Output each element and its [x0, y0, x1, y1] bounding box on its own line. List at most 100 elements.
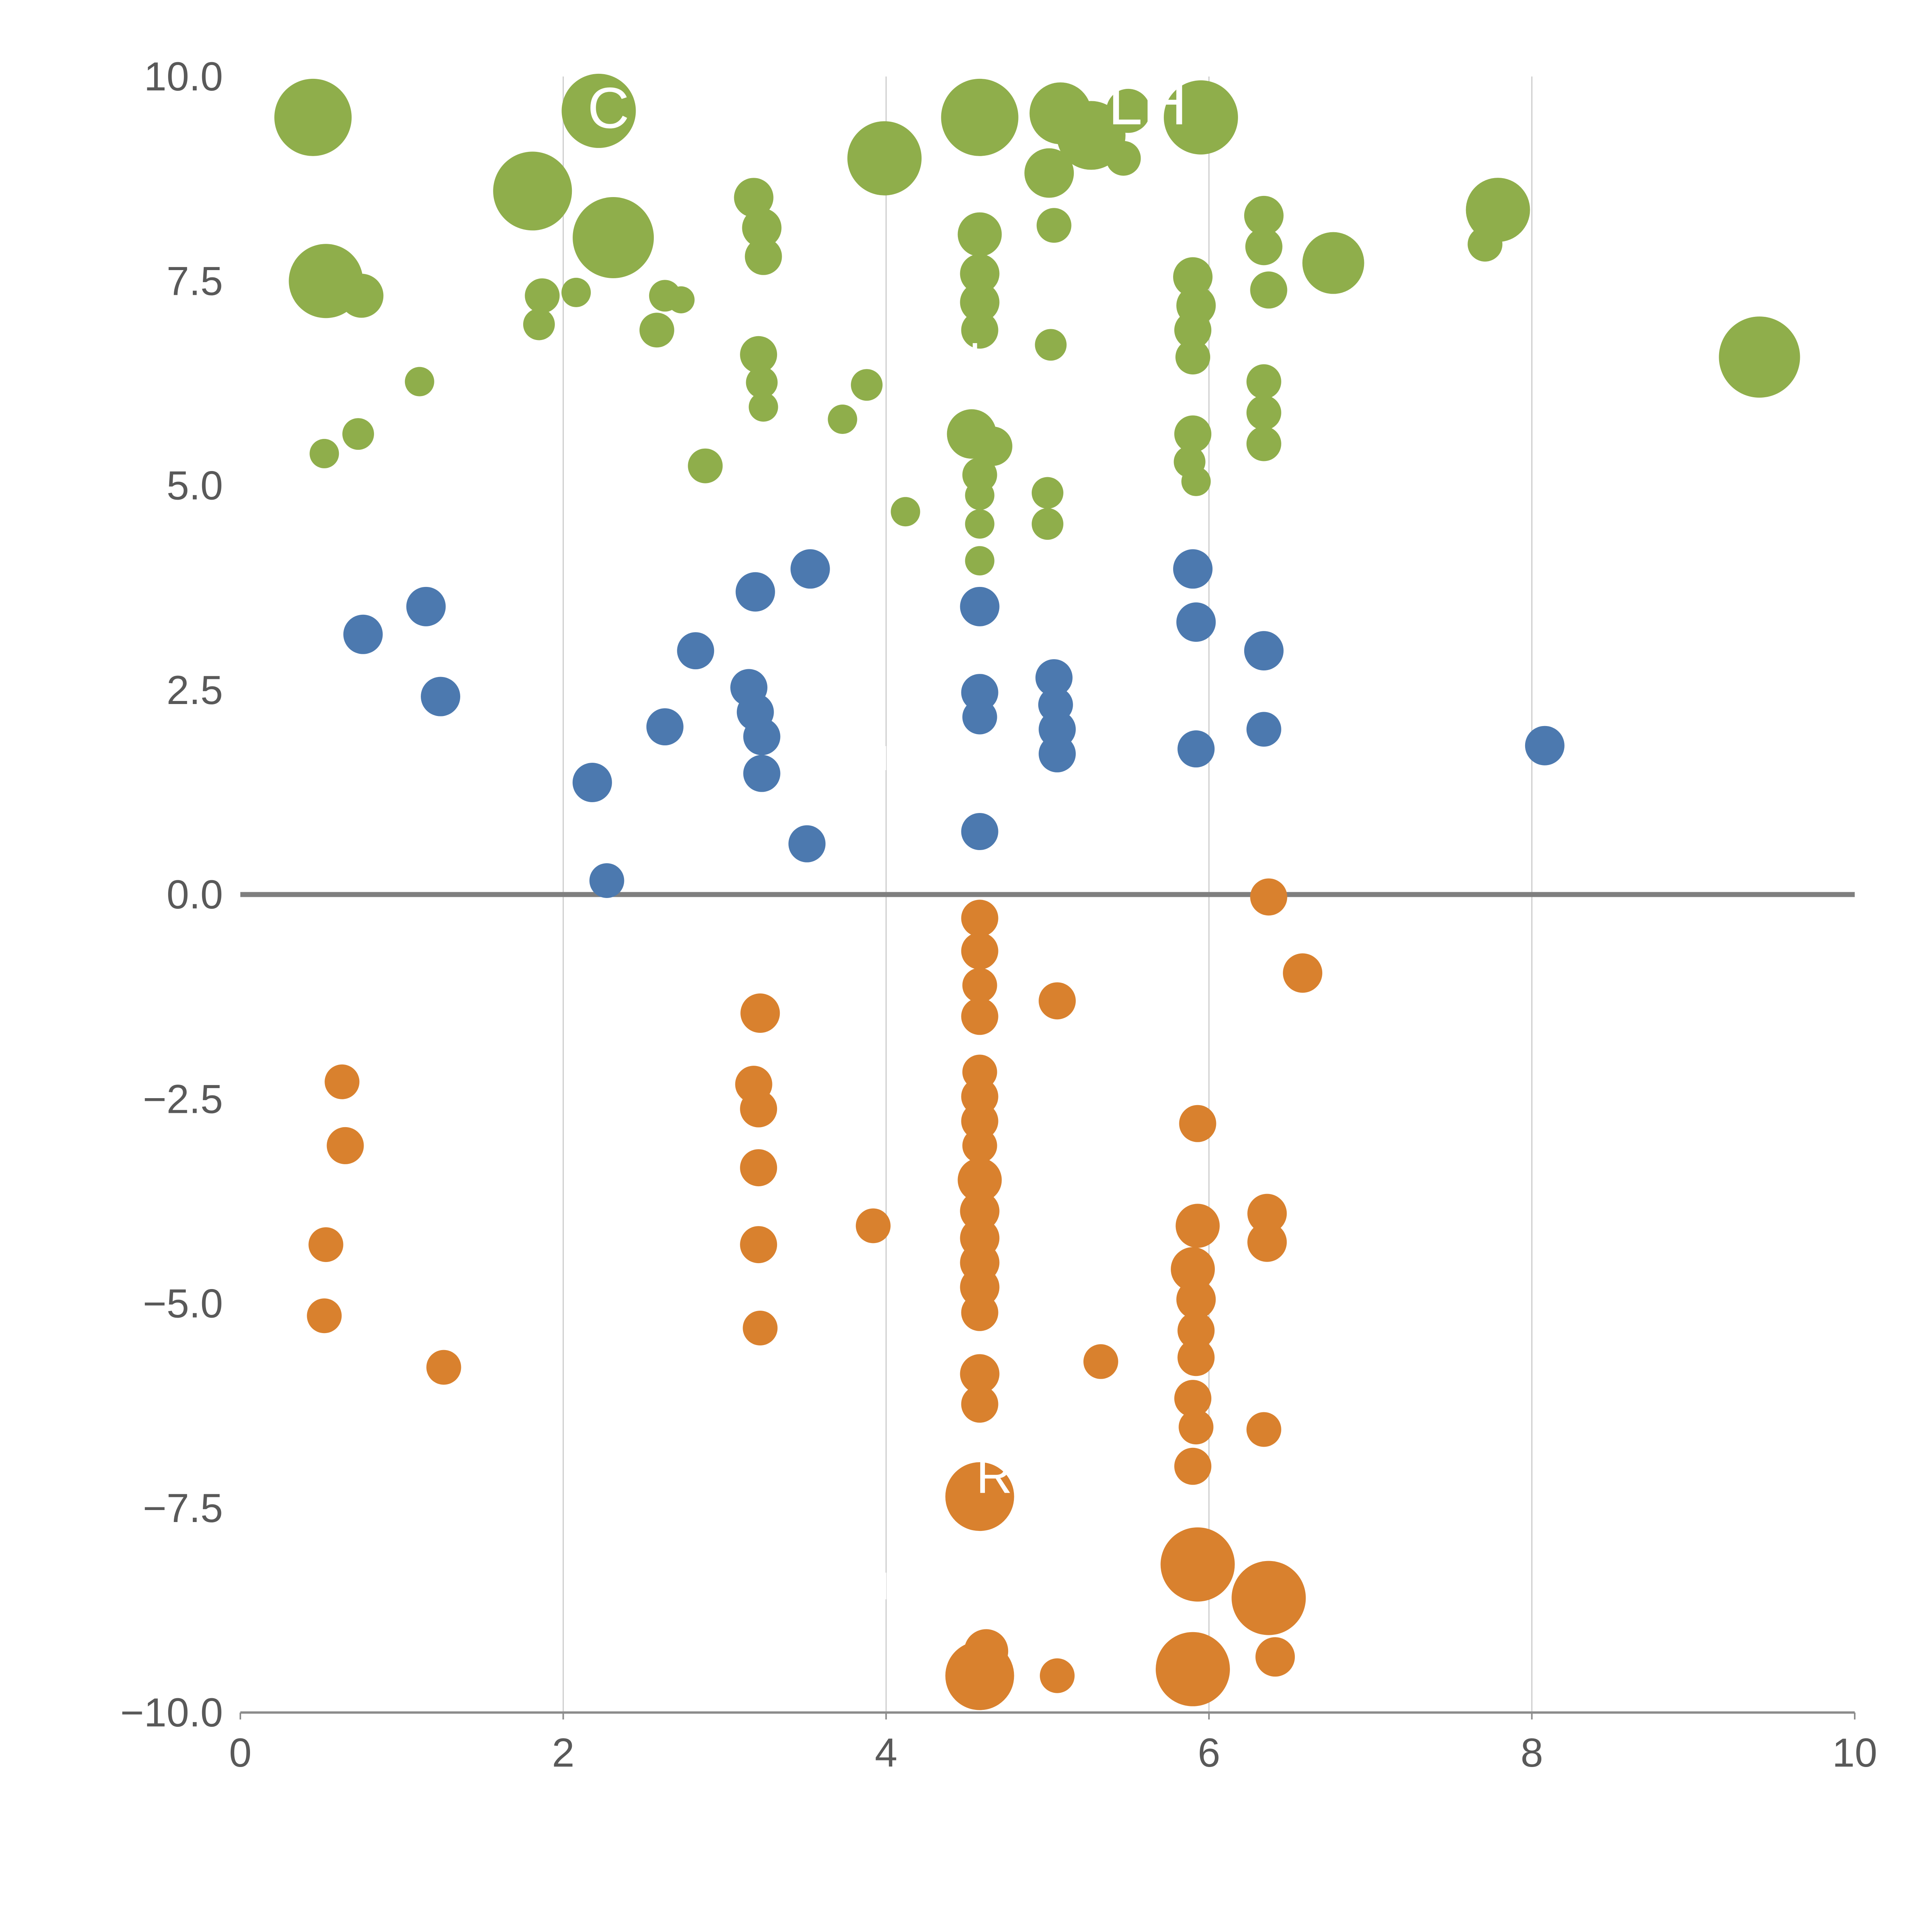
data-point-blue [961, 674, 998, 711]
data-point-green [1173, 257, 1213, 297]
y-tick-label: −10.0 [120, 1690, 223, 1735]
data-point-orange [426, 1350, 461, 1385]
y-tick-label: 5.0 [167, 463, 223, 509]
data-point-orange [945, 1462, 1014, 1531]
data-point-green [310, 439, 339, 468]
data-point-green [573, 197, 654, 279]
data-point-orange [1176, 1279, 1216, 1319]
data-point-orange [740, 1149, 777, 1187]
data-point-green [1032, 477, 1063, 509]
data-point-green [941, 78, 1019, 156]
data-point-green [961, 311, 998, 349]
data-point-blue [1246, 712, 1281, 747]
data-point-green [525, 278, 560, 313]
data-point-green [1302, 232, 1364, 294]
data-point-green [828, 405, 857, 434]
data-point-blue [961, 813, 998, 850]
data-point-green [960, 282, 1000, 322]
data-point-green [1106, 88, 1150, 133]
data-point-green [957, 212, 1002, 257]
data-point-blue [646, 708, 684, 746]
data-point-orange [740, 993, 780, 1033]
data-point-green [734, 178, 774, 218]
data-point-orange [308, 1227, 344, 1262]
annotation-text: LH [1108, 68, 1187, 138]
data-point-blue [589, 863, 624, 898]
data-point-orange [740, 1226, 777, 1264]
data-point-orange [1246, 1412, 1281, 1447]
data-point-green [1106, 141, 1141, 176]
data-point-orange [961, 900, 998, 937]
data-point-green [1466, 178, 1530, 242]
x-tick-label: 6 [1198, 1730, 1220, 1776]
data-point-green [1245, 228, 1282, 265]
y-tick-label: −5.0 [143, 1281, 223, 1327]
data-point-orange [1177, 1312, 1215, 1349]
data-point-blue [421, 677, 461, 716]
data-point-green [847, 121, 922, 196]
data-point-orange [855, 1208, 891, 1243]
data-point-orange [1160, 1527, 1235, 1602]
data-point-orange [1083, 1344, 1118, 1379]
data-point-orange [743, 1311, 778, 1346]
data-point-orange [960, 1354, 1000, 1394]
annotation-text: I [880, 739, 889, 778]
data-point-orange [307, 1298, 342, 1333]
data-point-orange [961, 1385, 998, 1423]
x-tick-label: 8 [1520, 1730, 1543, 1776]
data-point-orange [1247, 1222, 1287, 1262]
data-point-blue [677, 632, 714, 670]
data-point-green [1174, 311, 1212, 349]
y-tick-label: −7.5 [143, 1486, 223, 1531]
data-point-orange [1039, 982, 1076, 1020]
data-point-orange [945, 1641, 1014, 1710]
annotation-text: C [587, 75, 629, 140]
data-point-blue [1525, 726, 1565, 765]
data-point-green [274, 78, 352, 156]
data-point-green [688, 448, 723, 483]
data-point-blue [1039, 735, 1076, 772]
data-point-orange [1247, 1194, 1287, 1233]
data-point-green [973, 426, 1012, 466]
data-point-blue [743, 755, 781, 792]
data-point-orange [960, 1191, 1000, 1231]
data-point-orange [1179, 1105, 1216, 1142]
data-point-green [960, 254, 1000, 294]
x-tick-label: 4 [875, 1730, 897, 1776]
data-point-orange [1156, 1632, 1230, 1706]
data-point-green [1181, 466, 1211, 496]
data-point-orange [962, 1128, 997, 1163]
data-point-green [745, 238, 782, 275]
data-point-green [561, 277, 591, 307]
data-point-green [339, 274, 384, 318]
x-tick-label: 10 [1832, 1730, 1878, 1776]
data-point-green [523, 308, 555, 340]
data-point-blue [572, 762, 612, 802]
data-point-orange [327, 1127, 364, 1164]
data-point-green [1032, 508, 1063, 540]
data-point-green [1174, 415, 1212, 453]
data-point-green [405, 367, 434, 396]
data-point-orange [1250, 878, 1287, 916]
data-point-orange [325, 1064, 360, 1099]
data-point-green [965, 509, 995, 539]
y-tick-label: 7.5 [167, 259, 223, 304]
data-point-blue [960, 587, 1000, 626]
data-point-orange [962, 968, 997, 1003]
data-point-orange [1231, 1561, 1306, 1635]
data-point-blue [1173, 549, 1213, 589]
y-tick-label: 10.0 [144, 54, 223, 99]
data-point-orange [1174, 1380, 1212, 1417]
data-point-green [742, 208, 782, 248]
data-point-orange [961, 1102, 998, 1140]
data-point-green [1024, 148, 1074, 198]
data-point-green [851, 369, 883, 401]
data-point-blue [1177, 730, 1215, 768]
data-point-green [1163, 80, 1238, 155]
data-point-green [1035, 329, 1067, 361]
data-point-orange [1175, 1204, 1220, 1248]
y-tick-label: −2.5 [143, 1077, 223, 1122]
data-point-green [1246, 395, 1281, 430]
annotation-text: I [968, 333, 981, 385]
data-point-green [1246, 426, 1281, 461]
